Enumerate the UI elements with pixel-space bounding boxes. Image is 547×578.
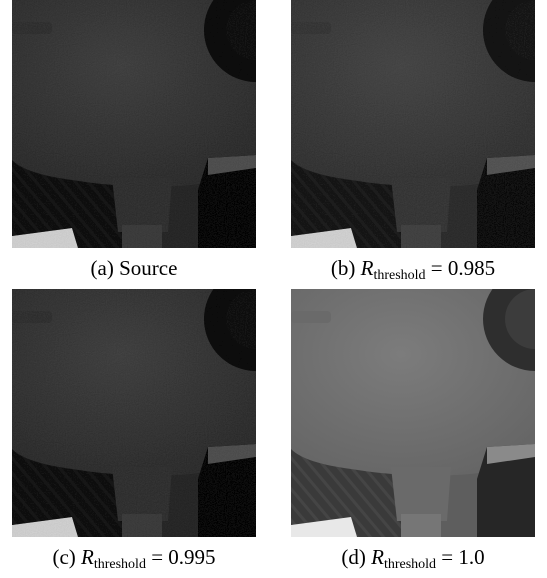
symbol: R xyxy=(81,545,94,569)
caption: (d) Rthreshold = 1.0 xyxy=(251,545,547,573)
relation: = xyxy=(431,256,443,280)
subscript: threshold xyxy=(373,268,425,283)
value: 0.985 xyxy=(448,256,495,280)
panel-label: (d) xyxy=(341,545,366,569)
panel-image xyxy=(12,289,256,537)
panel: (d) Rthreshold = 1.0 xyxy=(291,289,535,537)
panel-label: (b) xyxy=(331,256,356,280)
symbol: R xyxy=(371,545,384,569)
value: 1.0 xyxy=(458,545,484,569)
relation: = xyxy=(441,545,453,569)
figure: (a) Source (b) Rthreshold = 0.985 (c) Rt… xyxy=(0,0,547,578)
panel-image xyxy=(12,0,256,248)
panel: (b) Rthreshold = 0.985 xyxy=(291,0,535,248)
subscript: threshold xyxy=(384,557,436,572)
panel-image xyxy=(291,289,535,537)
caption: (b) Rthreshold = 0.985 xyxy=(251,256,547,284)
relation: = xyxy=(151,545,163,569)
panel: (c) Rthreshold = 0.995 xyxy=(12,289,256,537)
panel-label: (c) xyxy=(52,545,75,569)
panel: (a) Source xyxy=(12,0,256,248)
value: 0.995 xyxy=(168,545,215,569)
panel-image xyxy=(291,0,535,248)
symbol: R xyxy=(361,256,374,280)
caption-text: Source xyxy=(119,256,177,280)
panel-label: (a) xyxy=(91,256,114,280)
subscript: threshold xyxy=(94,557,146,572)
